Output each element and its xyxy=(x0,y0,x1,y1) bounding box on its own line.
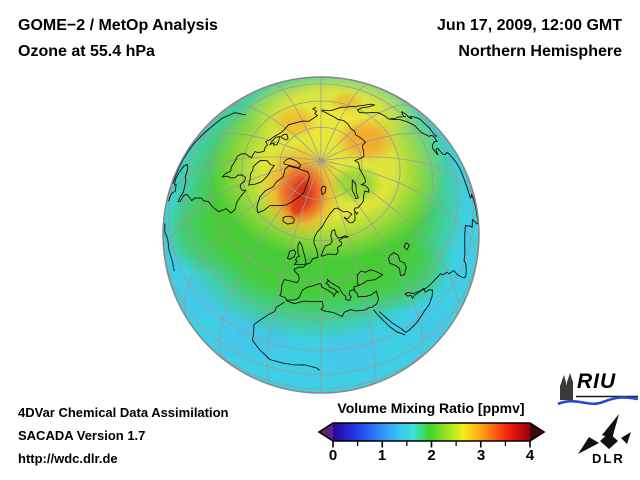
cathedral-icon xyxy=(560,373,573,400)
colorbar-gradient xyxy=(333,423,530,441)
riu-logo-text: RIU xyxy=(577,370,617,393)
coastlines xyxy=(164,103,479,371)
attribution-block: 4DVar Chemical Data Assimilation SACADA … xyxy=(18,401,229,470)
riu-logo: RIU xyxy=(556,370,640,410)
attribution-url: http://wdc.dlr.de xyxy=(18,451,118,466)
river-wave-icon xyxy=(557,396,639,406)
figure-datetime-block: Jun 17, 2009, 12:00 GMT Northern Hemisph… xyxy=(437,13,622,65)
datetime-label: Jun 17, 2009, 12:00 GMT xyxy=(437,17,622,34)
attribution-line-2: SACADA Version 1.7 xyxy=(18,428,146,443)
dlr-logo: DLR xyxy=(566,410,638,474)
colorbar-tick-label: 1 xyxy=(377,447,387,464)
dlr-logo-text: DLR xyxy=(592,451,625,466)
attribution-line-1: 4DVar Chemical Data Assimilation xyxy=(18,405,229,420)
colorbar-right-arrow xyxy=(530,423,544,441)
figure-title-block: GOME−2 / MetOp Analysis Ozone at 55.4 hP… xyxy=(18,13,218,65)
colorbar-ticks xyxy=(332,441,531,448)
dlr-emblem-icon xyxy=(578,414,631,454)
colorbar-left-arrow xyxy=(319,423,333,441)
colorbar-title: Volume Mixing Ratio [ppmv] xyxy=(337,400,525,416)
colorbar-tick-label: 3 xyxy=(476,447,486,464)
region-label: Northern Hemisphere xyxy=(458,43,622,60)
colorbar-tick-label: 0 xyxy=(328,447,338,464)
title-line-2: Ozone at 55.4 hPa xyxy=(18,43,155,60)
globe-limb xyxy=(162,76,480,394)
colorbar-tick-label: 2 xyxy=(427,447,436,464)
colorbar-tick-label: 4 xyxy=(525,447,535,464)
title-line-1: GOME−2 / MetOp Analysis xyxy=(18,17,218,34)
